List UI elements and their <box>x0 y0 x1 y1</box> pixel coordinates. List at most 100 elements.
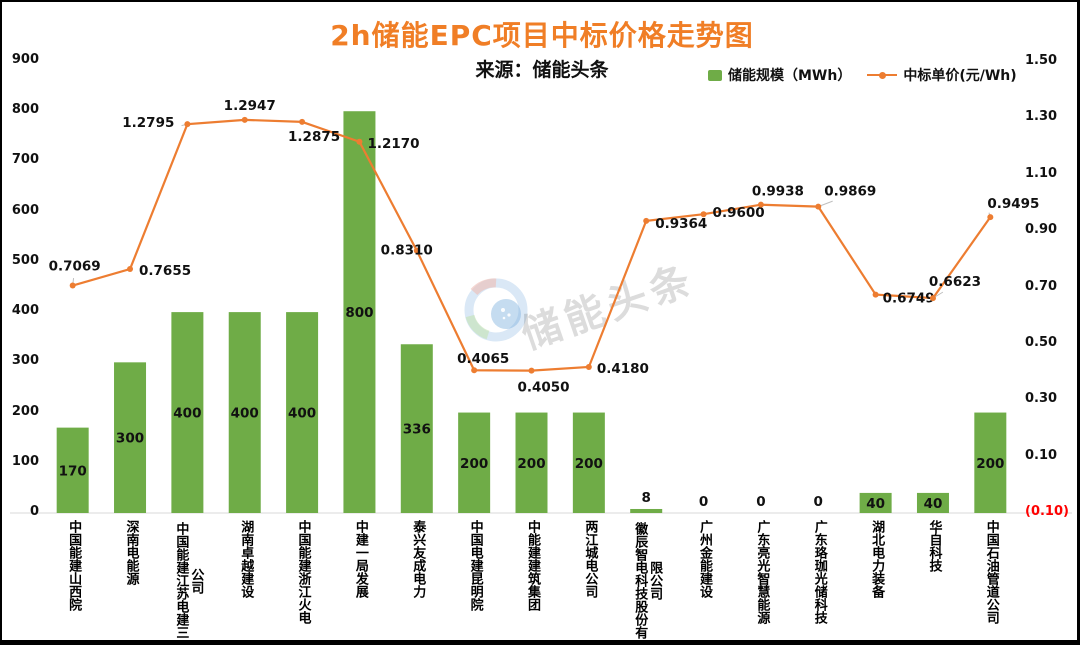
chart-title: 2h储能EPC项目中标价格走势图 <box>330 19 754 52</box>
right-axis-tick: 0.50 <box>1025 334 1058 350</box>
bar-value-label: 200 <box>976 456 1004 472</box>
bar <box>400 344 433 513</box>
bar <box>458 412 491 513</box>
line-value-label: 0.4065 <box>457 351 509 367</box>
line-value-label: 0.6623 <box>929 274 981 290</box>
bar-value-label: 300 <box>116 431 144 447</box>
right-axis-tick: (0.10) <box>1025 504 1069 519</box>
line-value-label: 0.7069 <box>49 259 101 275</box>
x-axis-category-label: 湖南卓越建设 <box>238 520 254 598</box>
left-axis-tick: 300 <box>11 353 39 369</box>
bar <box>56 427 89 513</box>
line-marker <box>413 247 420 254</box>
x-axis-category-label: 广东亮光智慧能源 <box>754 520 770 624</box>
line-value-label: 1.2170 <box>367 136 419 152</box>
right-axis-tick: 0.30 <box>1025 391 1058 407</box>
x-axis-category-label: 华自科技 <box>926 520 942 572</box>
line-marker <box>872 291 879 298</box>
line-value-label: 0.9869 <box>824 184 876 200</box>
bar-value-label: 200 <box>460 456 488 472</box>
bar <box>228 312 261 513</box>
legend: 储能规模（MWh） 中标单价(元/Wh) <box>708 65 1017 85</box>
line-value-label: 0.9364 <box>655 216 707 232</box>
x-axis-category-label: 中国能建浙江火电 <box>295 520 311 624</box>
bar <box>343 111 376 513</box>
bar-value-label: 0 <box>814 494 823 510</box>
bar <box>916 492 949 513</box>
line-value-label: 0.6749 <box>883 291 935 307</box>
right-axis-tick: 1.50 <box>1025 53 1058 68</box>
legend-item-line-series: 中标单价(元/Wh) <box>867 65 1017 85</box>
x-axis-category-label: 湖北电力装备 <box>869 520 885 598</box>
bar-value-label: 0 <box>756 494 765 510</box>
line-marker <box>241 116 248 123</box>
line-value-label: 0.7655 <box>139 263 191 279</box>
line-marker <box>700 211 707 218</box>
bar-value-label: 8 <box>642 490 651 506</box>
line-value-label: 0.4050 <box>517 380 569 396</box>
legend-bar-label: 储能规模（MWh） <box>728 68 852 84</box>
x-axis-category-label: 中建一局发展 <box>352 520 368 598</box>
legend-line-label: 中标单价(元/Wh) <box>903 68 1017 84</box>
left-axis-tick: 800 <box>11 102 39 118</box>
line-marker <box>757 201 764 208</box>
line-marker <box>585 363 592 370</box>
bar-value-label: 40 <box>866 496 885 512</box>
line-marker <box>184 121 191 128</box>
left-axis-tick: 200 <box>11 403 39 419</box>
x-axis-category-label: 中国能建山西院 <box>66 520 82 611</box>
left-axis-tick: 0 <box>29 504 39 519</box>
line-value-label: 0.9600 <box>713 205 765 221</box>
bar-value-label: 200 <box>575 456 603 472</box>
chart-subtitle: 来源：储能头条 <box>475 59 609 81</box>
left-axis-tick: 700 <box>11 152 39 168</box>
line-marker <box>299 118 306 125</box>
x-axis-category-label: 泰兴友成电力 <box>410 520 426 598</box>
right-axis-tick: 1.10 <box>1025 165 1058 181</box>
line-value-label: 1.2795 <box>122 115 174 131</box>
line-marker <box>528 367 535 374</box>
line-marker <box>643 217 650 224</box>
bar-value-label: 336 <box>403 422 431 438</box>
left-axis-tick: 100 <box>11 453 39 469</box>
line-marker <box>69 282 76 289</box>
line-series-swatch-icon <box>867 71 898 79</box>
line-marker <box>987 214 994 221</box>
x-axis-category-label: 中国能建江苏电建三公司 <box>173 522 204 639</box>
bar <box>630 508 663 513</box>
right-axis-tick: 0.10 <box>1025 447 1058 463</box>
right-axis-tick: 1.30 <box>1025 109 1058 125</box>
bar <box>859 492 892 513</box>
bar-value-label: 400 <box>288 406 316 422</box>
bar <box>974 412 1007 513</box>
left-axis-tick: 400 <box>11 303 39 319</box>
x-axis-category-label: 深南电能源 <box>123 520 139 585</box>
x-axis-category-label: 两江城电公司 <box>582 520 598 598</box>
bar <box>286 312 319 513</box>
bar-value-label: 170 <box>59 463 87 479</box>
line-marker <box>471 367 478 374</box>
x-axis-category-label: 中国石油管道公司 <box>983 520 999 624</box>
line-marker <box>815 203 822 210</box>
line-marker <box>929 295 936 302</box>
left-axis-tick: 500 <box>11 252 39 268</box>
line-value-label: 0.9495 <box>987 196 1039 212</box>
line-value-label: 0.9938 <box>752 184 804 200</box>
line-series <box>72 118 992 372</box>
line-value-label: 0.4180 <box>597 361 649 377</box>
x-axis-category-label: 广东珞珈光储科技 <box>811 520 827 624</box>
x-axis-category-label: 中国电建昆明院 <box>467 520 483 611</box>
bar <box>515 412 548 513</box>
bar <box>572 412 605 513</box>
legend-item-bar-series: 储能规模（MWh） <box>708 65 851 85</box>
bar-series-swatch-icon <box>708 69 722 81</box>
bar-value-label: 40 <box>924 496 943 512</box>
right-axis-tick: 0.90 <box>1025 222 1058 238</box>
line-value-label: 1.2875 <box>288 129 340 145</box>
bar-value-label: 800 <box>345 305 373 321</box>
left-axis-tick: 600 <box>11 202 39 218</box>
x-axis-category-label: 广州金能建设 <box>697 520 713 598</box>
bar-value-label: 400 <box>231 406 259 422</box>
